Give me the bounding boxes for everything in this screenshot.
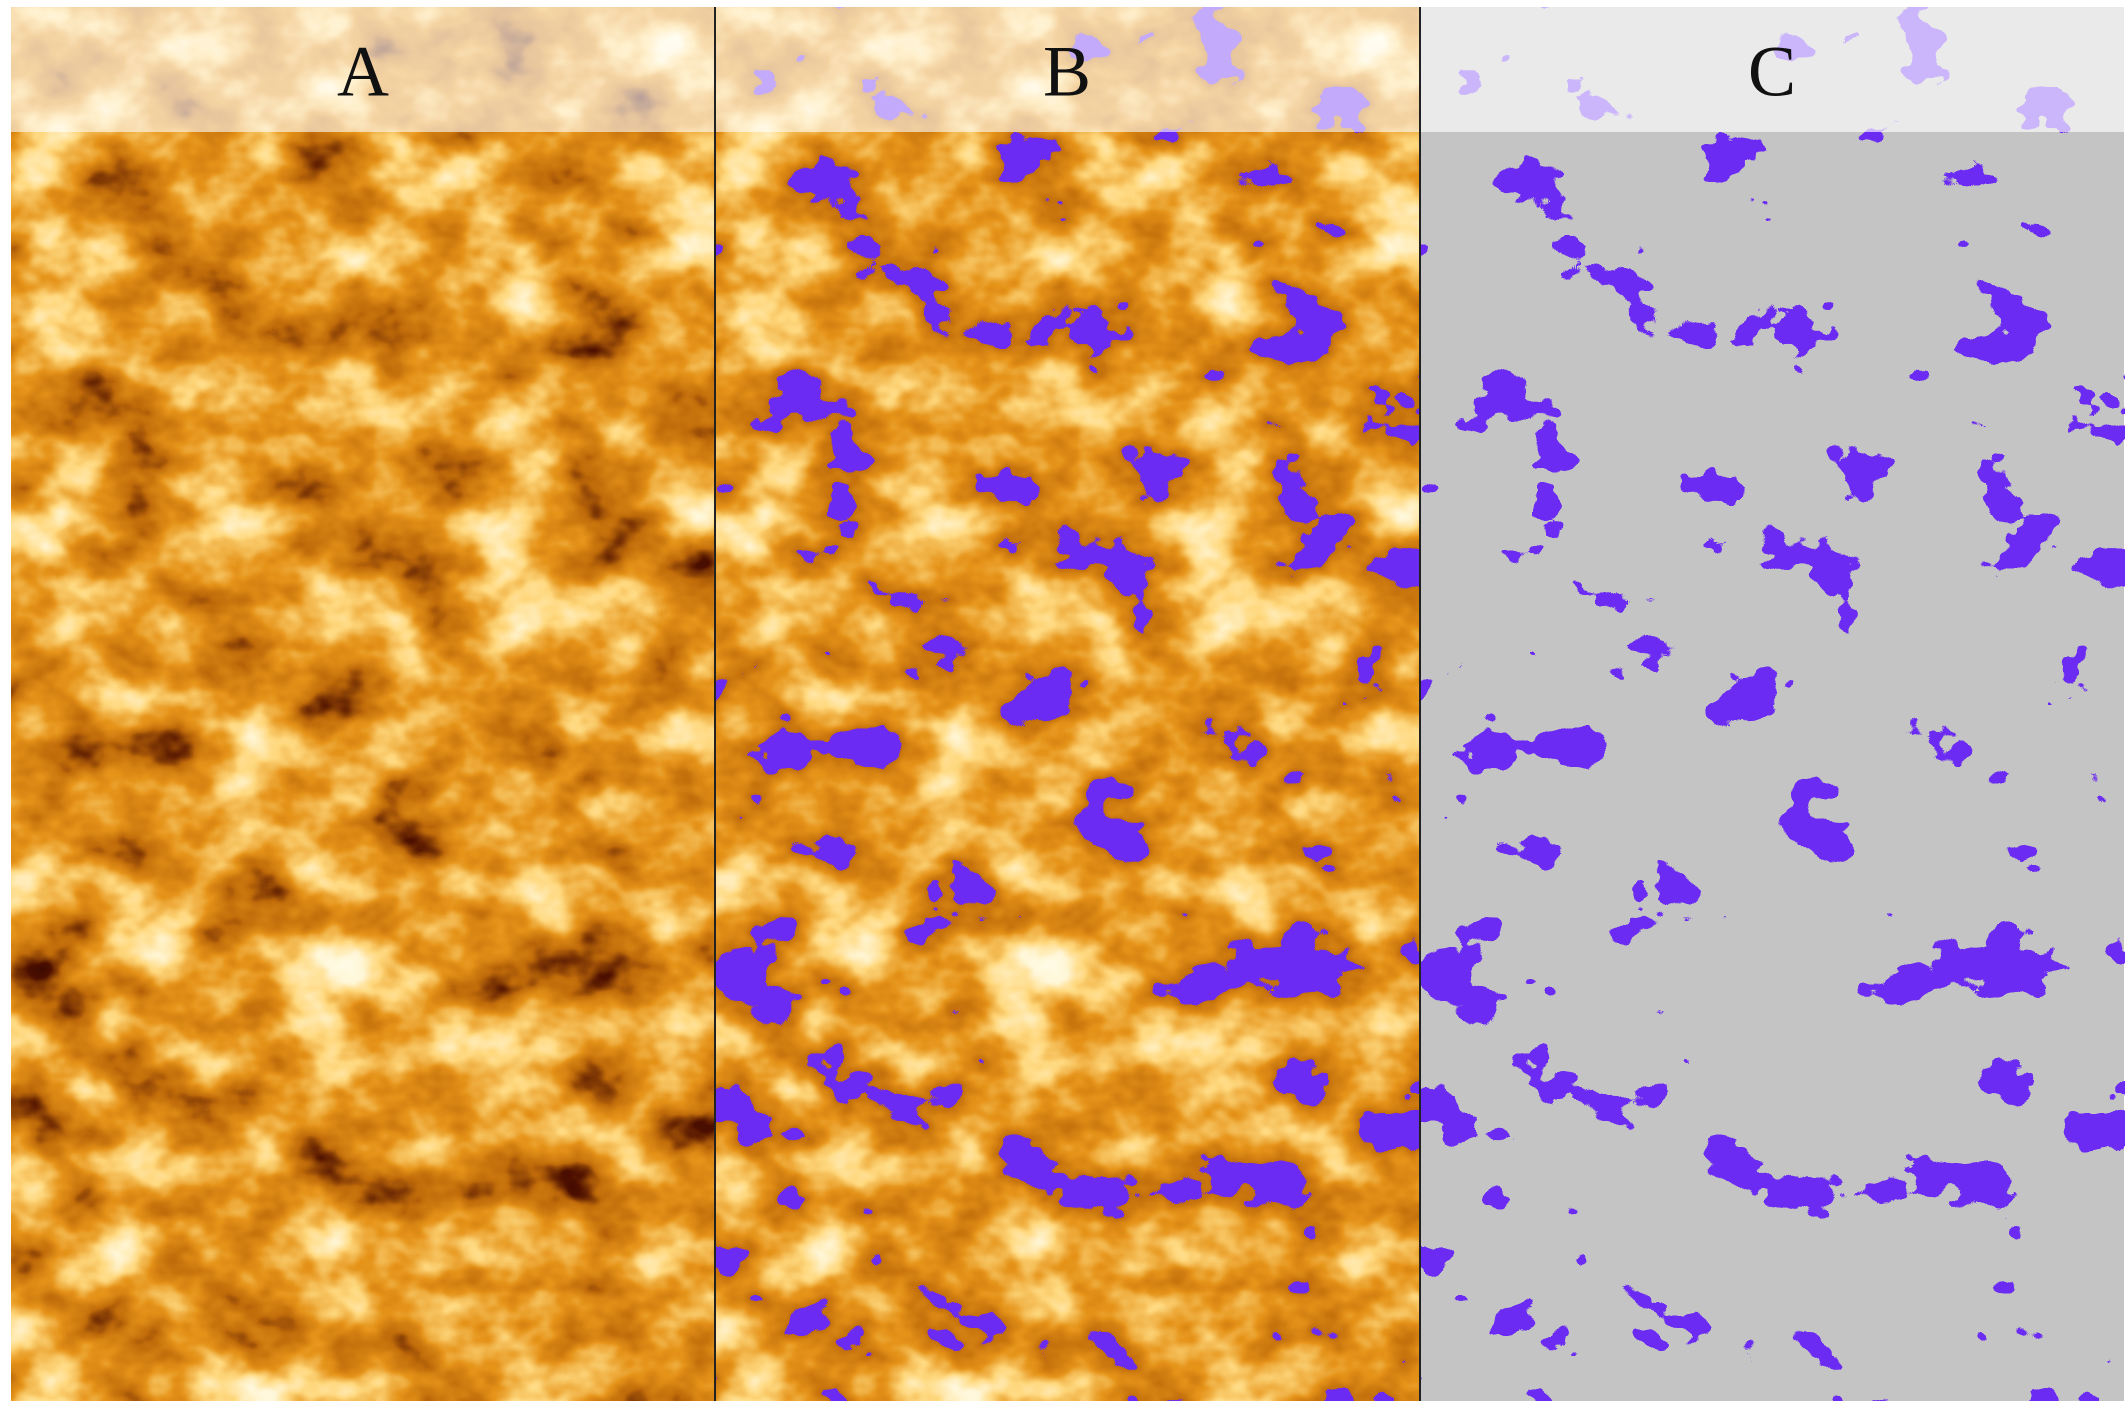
panel-label: A xyxy=(337,32,389,112)
panel-c: C xyxy=(1420,7,2124,1401)
segmentation-mask xyxy=(1420,7,2124,1401)
panel-b: B xyxy=(715,7,1420,1401)
header-band xyxy=(715,7,1420,132)
header-band xyxy=(1420,7,2124,132)
segmentation-overlay xyxy=(715,7,1420,1401)
panel-a: A xyxy=(11,7,715,1401)
panel-label: B xyxy=(1043,32,1091,112)
panel-label: C xyxy=(1748,32,1796,112)
micrograph xyxy=(11,7,715,1401)
header-band xyxy=(11,7,715,132)
